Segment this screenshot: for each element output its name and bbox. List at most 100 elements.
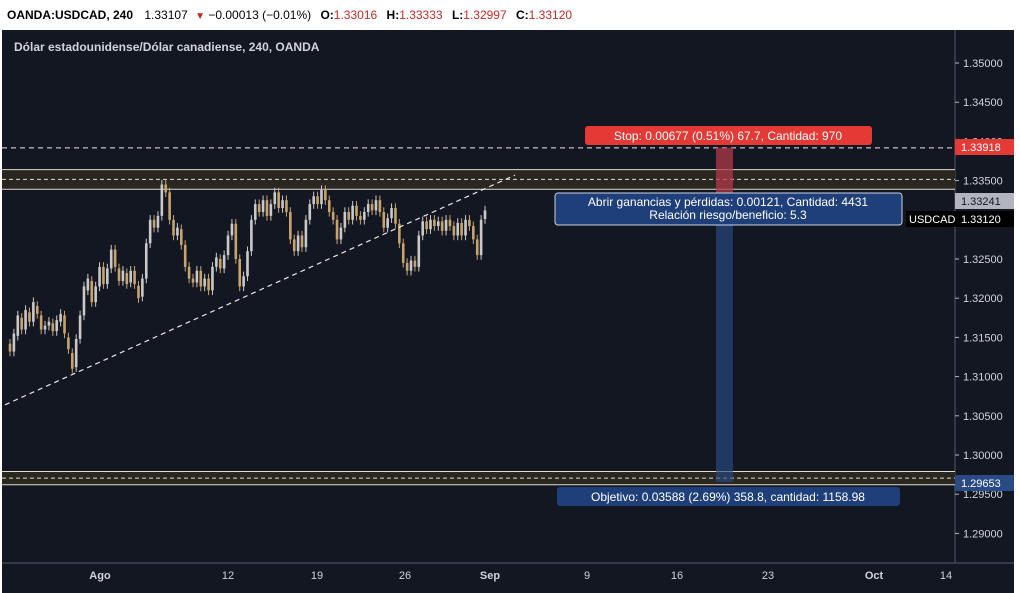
candle-body — [277, 192, 280, 209]
time-tick-label: Sep — [480, 570, 500, 582]
candle-body — [296, 235, 300, 252]
target-price-text: 1.29653 — [961, 478, 1001, 490]
stop-label-text: Stop: 0.00677 (0.51%) 67.7, Cantidad: 97… — [614, 129, 842, 143]
candle-body — [359, 215, 362, 220]
price-tick-label: 1.30500 — [963, 411, 1003, 423]
candle-body — [363, 211, 366, 220]
candle-body — [269, 204, 273, 216]
time-tick-label: 26 — [399, 570, 411, 582]
risk-zone[interactable] — [716, 147, 733, 201]
candle-body — [464, 219, 467, 236]
candle-body — [20, 317, 23, 330]
symbol-title[interactable]: OANDA:USDCAD, 240 — [7, 8, 134, 22]
target-price-tag: 1.29653 — [955, 475, 1014, 491]
candle-body — [448, 219, 452, 227]
candle-body — [222, 255, 226, 269]
reward-zone[interactable] — [716, 200, 733, 483]
candle-body — [253, 204, 257, 220]
candle-body — [59, 313, 62, 322]
candle-body — [39, 315, 43, 330]
candle-body — [250, 219, 253, 252]
candle-body — [129, 270, 132, 283]
candle-body — [78, 315, 82, 339]
high-label: H: — [386, 8, 400, 22]
candle-body — [378, 200, 382, 212]
candle-body — [366, 204, 370, 212]
overlay-layer — [2, 147, 955, 483]
candle-body — [191, 278, 195, 283]
candle-body — [331, 211, 335, 220]
candle-body — [8, 343, 12, 352]
target-label[interactable]: Objetivo: 0.03588 (2.69%) 358.8, cantida… — [557, 487, 900, 506]
time-tick-label: Oct — [865, 570, 884, 582]
down-arrow-icon: ▼ — [195, 11, 206, 22]
candle-body — [324, 190, 327, 201]
candle-body — [238, 259, 242, 287]
time-tick-label: Ago — [89, 570, 111, 582]
candle-body — [351, 205, 354, 220]
candle-body — [211, 266, 214, 291]
candle-body — [133, 270, 136, 285]
candle-body — [63, 315, 66, 334]
candle-body — [394, 208, 397, 224]
candle-body — [436, 221, 440, 227]
candle-body — [433, 219, 436, 227]
candle-body — [121, 270, 125, 281]
last-price-tag: USDCAD 1.33120 — [906, 211, 1014, 227]
candle-body — [55, 320, 59, 332]
candle-body — [304, 219, 308, 248]
last-price: 1.33107 — [144, 8, 188, 22]
candle-body — [413, 260, 417, 267]
candle-body — [16, 315, 20, 336]
low-value: 1.32997 — [463, 8, 507, 22]
candle-body — [285, 200, 288, 212]
candle-body — [456, 222, 460, 236]
candle-body — [102, 266, 105, 285]
candle-body — [199, 270, 203, 287]
price-tick-label: 1.29000 — [963, 528, 1003, 540]
candle-body — [355, 205, 358, 216]
price-tick-label: 1.33500 — [963, 176, 1003, 188]
candle-body — [335, 219, 339, 240]
candle-body — [316, 196, 319, 205]
stop-price-tag: 1.33918 — [955, 139, 1014, 155]
candle-body — [86, 278, 90, 291]
candle-body — [70, 353, 74, 369]
candle-body — [429, 219, 432, 230]
candle-body — [12, 333, 16, 352]
time-tick-label: 9 — [584, 570, 590, 582]
trendline[interactable] — [4, 174, 516, 406]
candle-body — [180, 229, 183, 245]
target-price-box — [955, 475, 1014, 491]
target-label-text: Objetivo: 0.03588 (2.69%) 358.8, cantida… — [591, 490, 865, 504]
open-pnl-label[interactable]: Abrir ganancias y pérdidas: 0.00121, Can… — [554, 192, 903, 226]
stop-label[interactable]: Stop: 0.00677 (0.51%) 67.7, Cantidad: 97… — [585, 126, 872, 145]
candle-body — [289, 211, 292, 240]
price-tick-label: 1.32000 — [963, 293, 1003, 305]
candle-body — [176, 227, 179, 236]
price-axis[interactable]: 1.350001.345001.340001.335001.330001.325… — [955, 58, 1003, 540]
time-axis[interactable]: Ago 12 19 26 Sep 9 16 23 Oct 14 — [89, 570, 952, 582]
open-pnl-box — [554, 192, 903, 226]
open-value: 1.33016 — [333, 8, 378, 22]
close-value: 1.33120 — [528, 8, 573, 22]
candle-body — [51, 323, 55, 332]
candle-body — [409, 260, 413, 271]
candle-body — [74, 338, 78, 368]
candle-body — [152, 219, 156, 228]
candle-body — [242, 276, 245, 287]
time-tick-label: 19 — [311, 570, 323, 582]
chart-background — [2, 30, 1014, 593]
close-label: C: — [516, 8, 529, 22]
candle-body — [401, 243, 405, 263]
candle-body — [172, 219, 175, 236]
candle-body — [261, 200, 265, 212]
candle-body — [43, 325, 47, 330]
price-tick-label: 1.35000 — [963, 58, 1003, 70]
candle-body — [300, 235, 304, 248]
candle-body — [215, 257, 218, 267]
candle-body — [164, 184, 168, 193]
entry-price-box — [955, 193, 1014, 209]
price-tick-label: 1.31500 — [963, 332, 1003, 344]
